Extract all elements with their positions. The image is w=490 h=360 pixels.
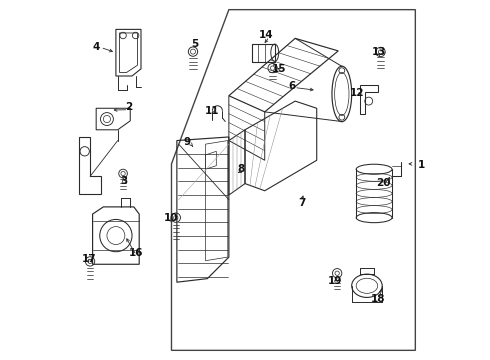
Text: 13: 13 bbox=[372, 46, 387, 57]
Text: 16: 16 bbox=[129, 248, 144, 258]
Text: 4: 4 bbox=[93, 42, 100, 52]
Text: 2: 2 bbox=[125, 102, 132, 112]
Text: 6: 6 bbox=[288, 81, 295, 91]
Text: 3: 3 bbox=[121, 176, 128, 186]
Text: 1: 1 bbox=[418, 160, 425, 170]
Text: 7: 7 bbox=[298, 198, 305, 208]
Text: 8: 8 bbox=[238, 163, 245, 174]
Text: 11: 11 bbox=[205, 106, 219, 116]
Text: 14: 14 bbox=[259, 30, 274, 40]
Text: 17: 17 bbox=[82, 254, 97, 264]
Text: 12: 12 bbox=[350, 88, 364, 98]
Text: 5: 5 bbox=[191, 40, 198, 49]
Text: 15: 15 bbox=[272, 64, 286, 74]
Text: 10: 10 bbox=[164, 213, 179, 223]
Text: 18: 18 bbox=[371, 294, 386, 305]
Text: 9: 9 bbox=[183, 138, 191, 147]
Text: 19: 19 bbox=[328, 276, 343, 287]
Text: 20: 20 bbox=[376, 178, 391, 188]
